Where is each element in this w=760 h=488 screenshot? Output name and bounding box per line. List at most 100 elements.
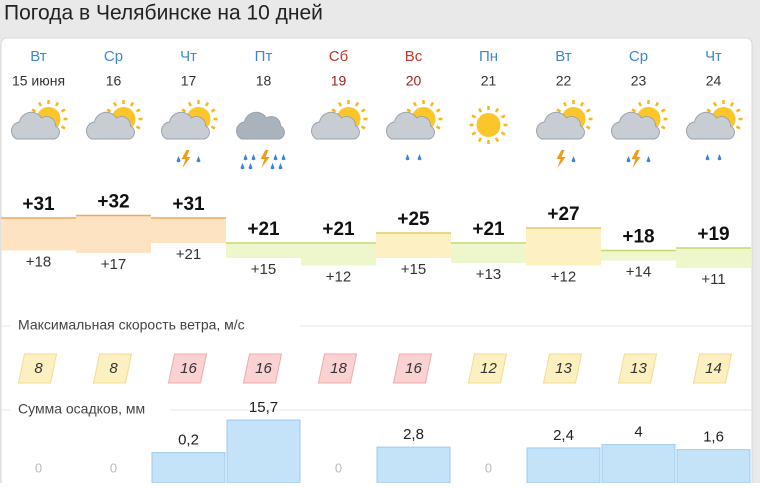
- sun-ray: [435, 108, 441, 113]
- sun-ray: [181, 108, 187, 113]
- sun-ray: [210, 108, 216, 113]
- wind-speed: 16: [405, 360, 422, 377]
- sun-ray: [135, 108, 141, 113]
- temp-band: [301, 243, 376, 266]
- sun-ray: [735, 108, 741, 113]
- precip-title: Сумма осадков, мм: [18, 401, 145, 417]
- rain-drop: [405, 154, 410, 161]
- sun-ray: [435, 125, 441, 130]
- sun-ray: [54, 101, 60, 107]
- label-bg: [10, 317, 300, 335]
- min-temp: +15: [251, 261, 276, 278]
- wind-badge: [692, 353, 733, 384]
- sun-ray: [31, 108, 37, 113]
- sun-ray: [660, 125, 666, 130]
- wind-badge: [542, 353, 583, 384]
- sun-ray: [331, 108, 337, 113]
- weekday: Сб: [329, 48, 348, 65]
- sun-ray: [585, 125, 591, 130]
- precip-amount: 0,2: [178, 432, 199, 449]
- date: 23: [631, 73, 647, 89]
- rain-drop: [243, 154, 248, 161]
- sun-ray: [412, 101, 418, 107]
- sun-ray: [660, 108, 666, 113]
- sun-ray: [187, 101, 193, 107]
- cloud: [236, 111, 285, 140]
- weekday: Вс: [405, 48, 423, 65]
- sun-ray: [631, 108, 637, 113]
- date: 21: [481, 73, 497, 89]
- rain-drop: [417, 154, 422, 161]
- sun-ray: [129, 101, 135, 107]
- day-column: Пн 21 +21 +13 12 0: [451, 48, 526, 475]
- precip-amount: 4: [634, 424, 642, 441]
- rain-drop: [571, 156, 576, 163]
- wind-badge: [17, 353, 58, 384]
- rain-drop: [717, 154, 722, 161]
- max-temp: +31: [22, 194, 55, 215]
- sun-ray: [37, 101, 43, 107]
- wind-speed: 18: [330, 360, 347, 377]
- temp-band: [151, 218, 226, 243]
- max-temp: +21: [322, 219, 355, 240]
- sun-ray: [637, 101, 643, 107]
- min-temp: +21: [176, 246, 201, 263]
- day-column: Вт 22 +27 +12 13 2,4: [526, 48, 601, 484]
- rain-drop: [270, 163, 275, 170]
- wind-speed: 14: [705, 360, 722, 377]
- max-temp: +21: [472, 219, 505, 240]
- wind-badge: [92, 353, 133, 384]
- cloud: [536, 111, 585, 140]
- precip-amount: 0: [110, 460, 117, 475]
- sun-ray: [360, 125, 366, 130]
- cloud: [686, 111, 735, 140]
- precip-bar: [601, 444, 676, 484]
- precip-amount: 0: [485, 460, 492, 475]
- min-temp: +18: [26, 253, 51, 270]
- sun-ray: [471, 114, 477, 119]
- weekday: Вт: [30, 48, 47, 65]
- cloud: [161, 111, 210, 140]
- sun-ray: [735, 125, 741, 130]
- max-temp: +19: [697, 224, 729, 245]
- temp-band: [601, 250, 676, 261]
- sun-ray: [585, 108, 591, 113]
- temp-band: [451, 243, 526, 263]
- weekday: Вт: [555, 48, 572, 65]
- max-temp: +18: [622, 227, 654, 248]
- rain-drop: [196, 156, 201, 163]
- weekday: Пн: [479, 48, 498, 65]
- sun-ray: [135, 125, 141, 130]
- wind-speed: 8: [109, 360, 118, 377]
- sun-ray: [556, 108, 562, 113]
- sun-ray: [354, 101, 360, 107]
- cloud: [11, 111, 60, 140]
- sun-ray: [112, 101, 118, 107]
- precip-bar: [526, 447, 601, 484]
- weekday: Ср: [629, 48, 648, 65]
- title: Погода в Челябинске на 10 дней: [4, 2, 323, 25]
- weekday: Чт: [180, 48, 197, 65]
- date: 15 июня: [12, 73, 65, 89]
- min-temp: +11: [701, 271, 725, 288]
- day-column: Чт 17 +31 +21 16 0,2: [151, 48, 226, 484]
- lightning: [556, 150, 566, 168]
- min-temp: +13: [476, 266, 501, 283]
- min-temp: +12: [551, 268, 576, 285]
- wind-speed: 13: [555, 360, 572, 377]
- max-temp: +25: [397, 209, 430, 230]
- temp-band: [226, 243, 301, 258]
- temp-band: [676, 248, 751, 268]
- sun-ray: [654, 101, 660, 107]
- max-temp: +21: [247, 219, 280, 240]
- date: 17: [181, 73, 197, 89]
- wind-speed: 12: [480, 360, 497, 377]
- temp-band: [1, 218, 76, 251]
- rain-drop: [626, 156, 631, 163]
- rain-drop: [705, 154, 710, 161]
- min-temp: +17: [101, 256, 126, 273]
- sun-ray: [494, 137, 500, 143]
- day-column: Ср 16 +32 +17 8 0: [76, 48, 151, 475]
- cloud: [86, 111, 135, 140]
- sun-ray: [406, 108, 412, 113]
